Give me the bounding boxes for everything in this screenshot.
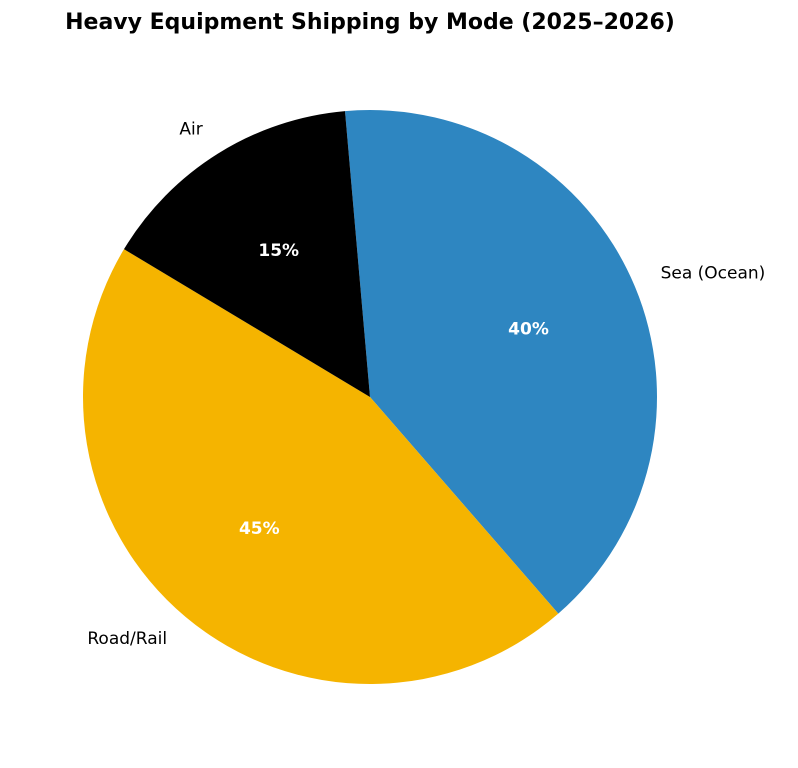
slice-label-road-rail: Road/Rail [87,629,167,649]
pie-slice-road-rail [83,249,559,684]
pct-label-air: 15% [258,241,299,261]
pie-slices [83,110,657,684]
slice-label-sea-ocean: Sea (Ocean) [661,264,766,284]
pie-slice-air [123,111,370,397]
pct-label-road-rail: 45% [239,519,280,539]
slice-label-air: Air [179,119,202,139]
pie-labels: Sea (Ocean) 40% Road/Rail 45% Air 15% [87,119,765,649]
pct-label-sea-ocean: 40% [508,320,549,340]
chart-title: Heavy Equipment Shipping by Mode (2025–2… [65,10,675,35]
pie-slice-sea-ocean [344,110,657,614]
